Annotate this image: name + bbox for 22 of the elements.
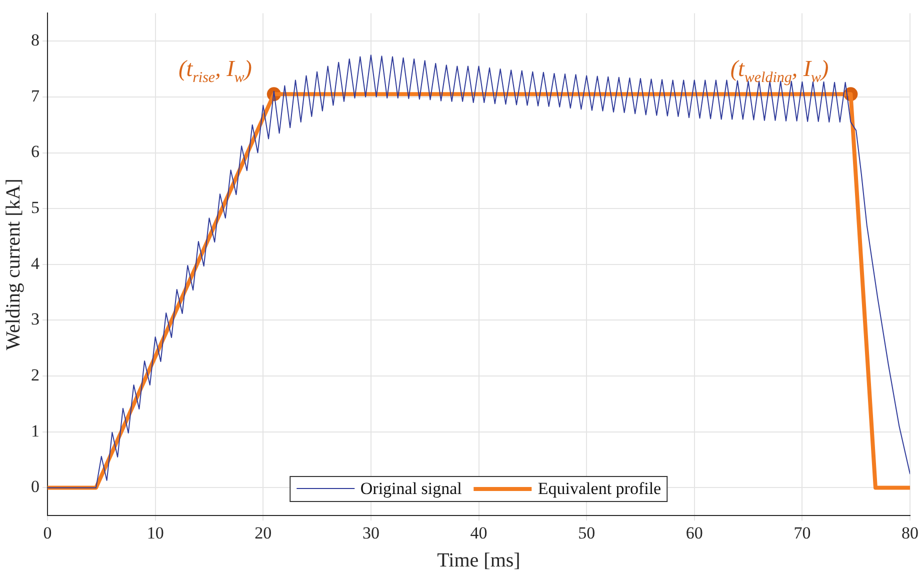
y-tick-label: 5 (31, 198, 40, 218)
y-tick-label: 1 (31, 421, 40, 440)
x-tick-label: 40 (470, 523, 488, 542)
x-tick-label: 20 (254, 523, 272, 542)
y-tick-label: 0 (31, 477, 40, 496)
legend-label: Original signal (360, 478, 462, 499)
y-tick-label: 8 (31, 30, 40, 50)
x-tick-label: 80 (902, 523, 918, 542)
x-tick-label: 30 (362, 523, 380, 542)
y-tick-label: 2 (31, 366, 40, 385)
legend-label: Equivalent profile (538, 478, 662, 499)
y-tick-label: 4 (31, 254, 40, 273)
y-tick-label: 7 (31, 86, 40, 106)
y-tick-label: 3 (31, 310, 40, 329)
x-tick-label: 0 (43, 523, 52, 542)
x-tick-label: 70 (794, 523, 811, 542)
y-axis-title: Welding current [kA] (2, 178, 24, 350)
x-tick-label: 50 (578, 523, 596, 542)
y-tick-label: 6 (31, 142, 40, 162)
x-axis-title: Time [ms] (437, 549, 520, 572)
x-tick-label: 60 (686, 523, 703, 542)
x-tick-label: 10 (146, 523, 164, 542)
